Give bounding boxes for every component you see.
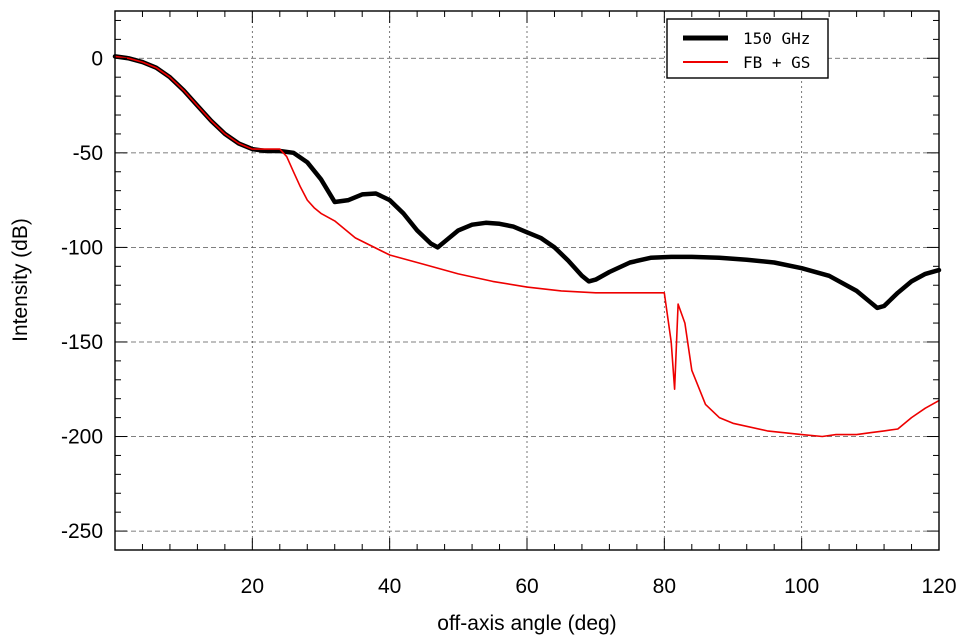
legend-label-fb-gs: FB + GS xyxy=(743,53,810,72)
minor-ticks xyxy=(115,11,939,550)
x-axis-title: off-axis angle (deg) xyxy=(437,612,616,635)
x-tick-label: 40 xyxy=(378,575,401,598)
y-tick-label: -250 xyxy=(61,520,103,543)
major-ticks xyxy=(115,11,940,550)
x-tick-label: 60 xyxy=(515,575,538,598)
y-tick-label: -50 xyxy=(73,142,103,165)
x-tick-label: 20 xyxy=(241,575,264,598)
x-tick-label: 120 xyxy=(921,575,956,598)
y-axis-title: Intensity (dB) xyxy=(9,218,32,342)
series-line-fb-gs xyxy=(114,55,940,438)
y-tick-label: -200 xyxy=(61,426,103,449)
y-tick-label: -100 xyxy=(61,236,103,259)
legend-label-150ghz: 150 GHz xyxy=(743,29,810,48)
grid-lines xyxy=(115,11,939,550)
y-tick-label: 0 xyxy=(91,47,103,70)
y-tick-label: -150 xyxy=(61,331,103,354)
x-tick-label: 80 xyxy=(653,575,676,598)
x-tick-label: 100 xyxy=(784,575,819,598)
legend-box xyxy=(666,18,829,79)
series-layer xyxy=(112,54,942,438)
tick-labels: 20 40 60 80 100 120 0 -50 -100 -150 -200 -250 xyxy=(61,47,957,598)
legend: 150 GHz FB + GS xyxy=(666,18,829,79)
